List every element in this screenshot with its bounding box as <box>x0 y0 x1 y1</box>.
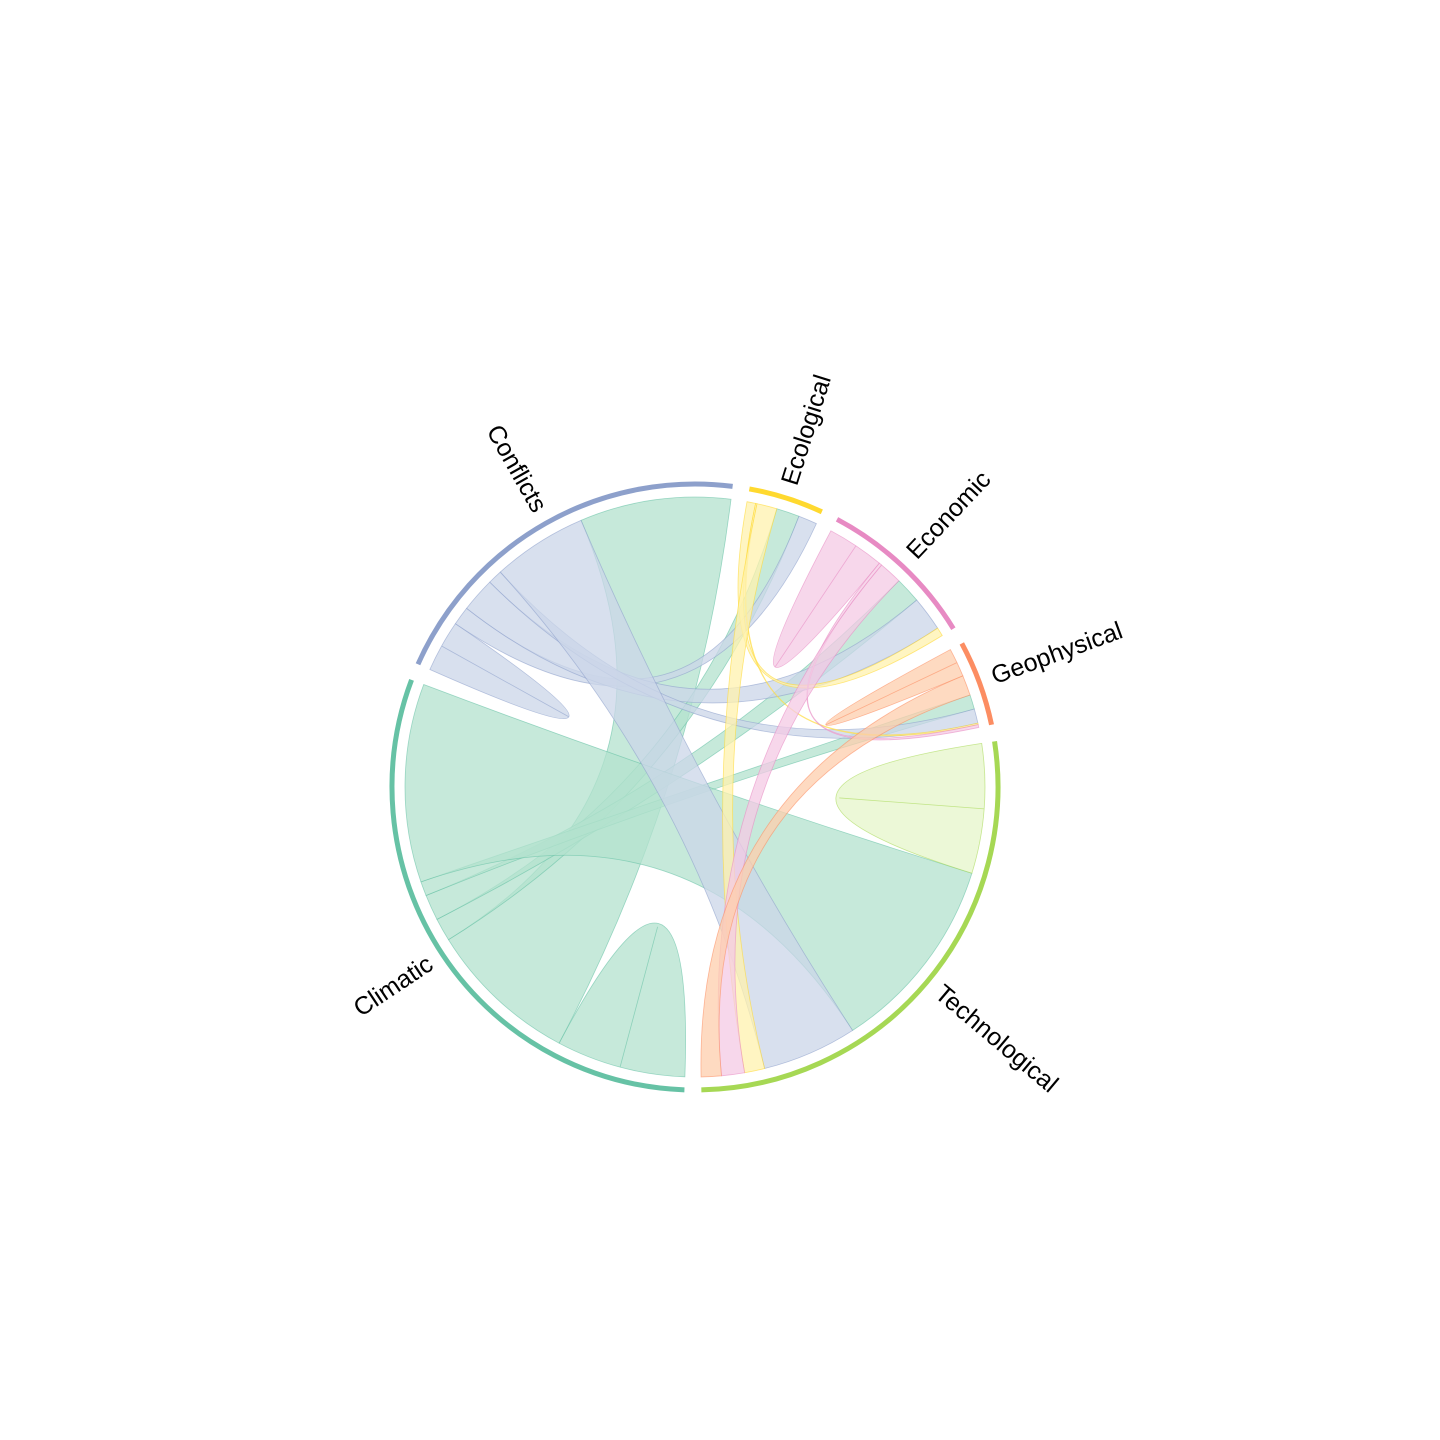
ribbon-geophysical-geophysical <box>825 649 964 726</box>
ribbon-conflicts-technological <box>499 519 854 1070</box>
group-arc-geophysical <box>959 642 994 726</box>
ribbon-conflicts-conflicts <box>429 623 570 720</box>
ribbon-economic-technological <box>717 564 900 1077</box>
ribbon-climatic-climatic <box>558 922 686 1078</box>
group-arc-technological <box>701 741 1001 1093</box>
ribbon-technological-technological <box>835 742 986 874</box>
group-label-economic: Economic <box>901 466 997 565</box>
ribbon-layer <box>404 496 986 1078</box>
group-arc-layer <box>389 481 1001 1093</box>
ribbon-geophysical-technological <box>700 675 971 1078</box>
group-label-geophysical: Geophysical <box>987 617 1126 691</box>
group-label-ecological: Ecological <box>776 371 837 488</box>
group-arc-climatic <box>389 679 685 1093</box>
ribbon-economic-economic <box>772 530 880 668</box>
group-label-climatic: Climatic <box>349 950 439 1023</box>
group-label-conflicts: Conflicts <box>481 420 553 517</box>
group-arc-economic <box>835 517 956 631</box>
group-arc-ecological <box>748 486 823 515</box>
group-label-technological: Technological <box>929 979 1063 1098</box>
group-arc-conflicts <box>415 481 733 666</box>
